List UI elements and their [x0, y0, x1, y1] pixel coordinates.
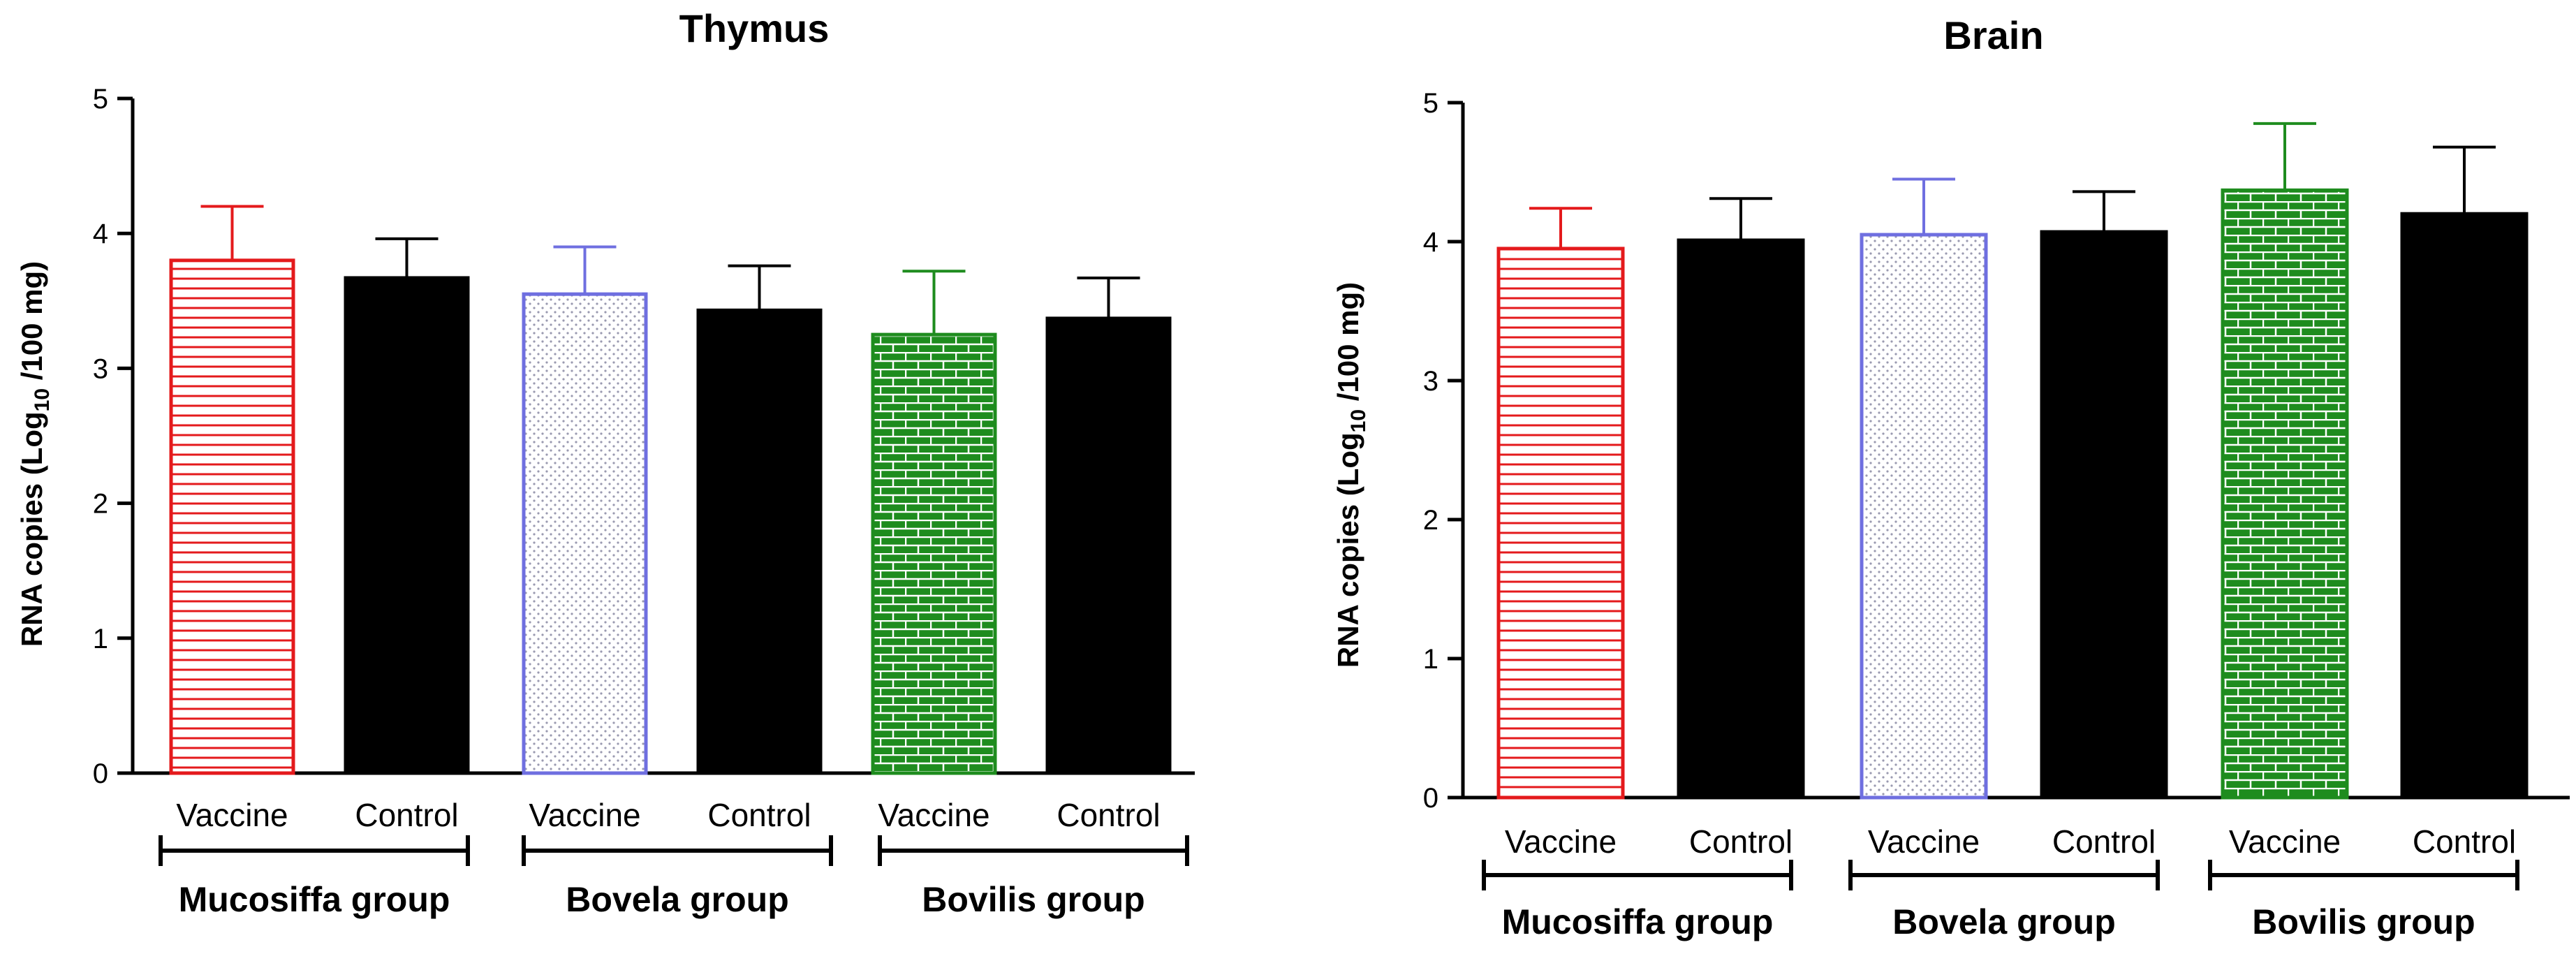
bars [1496, 122, 2529, 800]
chart-title: Thymus [679, 6, 830, 50]
condition-labels: Vaccine Control Vaccine Control Vaccine Contr… [1505, 823, 2516, 860]
bar-group [344, 237, 470, 775]
condition-label: Control [1689, 823, 1793, 860]
bar [1496, 247, 1625, 800]
bar-group [2040, 190, 2168, 800]
bar [1860, 233, 1988, 800]
condition-label: Vaccine [878, 797, 989, 833]
condition-label: Control [2052, 823, 2156, 860]
bar [2400, 212, 2529, 800]
bar-group [1045, 276, 1172, 775]
condition-label: Vaccine [176, 797, 288, 833]
bar-group [1860, 177, 1988, 800]
group-brackets: Mucosiffa group Bovela group Bovilis group [159, 835, 1189, 919]
group-bracket: Mucosiffa group [159, 835, 470, 919]
bar [1045, 316, 1172, 775]
thymus-chart: Thymus RNA copies (Log10 /100 mg) 0 1 2 3 4 5… [15, 6, 1195, 919]
y-ticks: 0 1 2 3 4 5 [1423, 88, 1463, 814]
group-label: Bovela group [1892, 902, 2115, 941]
y-tick-label: 0 [93, 758, 108, 789]
y-tick-label: 5 [1423, 88, 1438, 119]
bar [344, 276, 470, 775]
bar-group [1496, 207, 1625, 800]
condition-label: Vaccine [1505, 823, 1617, 860]
bar [522, 292, 648, 775]
condition-label: Control [2413, 823, 2516, 860]
y-axis-label: RNA copies (Log10 /100 mg) [1332, 282, 1370, 668]
y-axis-label: RNA copies (Log10 /100 mg) [15, 261, 54, 647]
group-bracket: Bovilis group [878, 835, 1189, 919]
bar-group [522, 245, 648, 775]
bar-group [1677, 197, 1805, 800]
y-tick-label: 4 [93, 219, 108, 249]
bar-group [2400, 145, 2529, 800]
condition-label: Vaccine [2229, 823, 2341, 860]
group-bracket: Bovilis group [2208, 860, 2519, 941]
y-tick-label: 1 [93, 624, 108, 654]
bracket-line [1482, 860, 1793, 890]
group-bracket: Mucosiffa group [1482, 860, 1793, 941]
bracket-line [2208, 860, 2519, 890]
bracket-line [878, 835, 1189, 866]
group-bracket: Bovela group [522, 835, 833, 919]
y-axis-label-main: RNA copies (Log [15, 411, 48, 647]
bar [2221, 188, 2349, 800]
group-bracket: Bovela group [1848, 860, 2160, 941]
group-label: Bovela group [566, 880, 788, 919]
y-ticks: 0 1 2 3 4 5 [93, 84, 133, 789]
y-axis-label-suffix: /100 mg) [1332, 282, 1364, 409]
chart-title: Brain [1943, 13, 2043, 57]
bar-group [169, 205, 295, 775]
group-label: Mucosiffa group [179, 880, 450, 919]
condition-labels: Vaccine Control Vaccine Control Vaccine Contr… [176, 797, 1160, 833]
condition-label: Control [355, 797, 458, 833]
y-axis-label-subscript: 10 [1347, 409, 1370, 432]
y-tick-label: 3 [1423, 366, 1438, 397]
bar [1677, 238, 1805, 800]
y-tick-label: 5 [93, 84, 108, 115]
group-label: Bovilis group [2252, 902, 2475, 941]
bars [169, 205, 1172, 775]
condition-label: Control [1057, 797, 1160, 833]
group-label: Bovilis group [922, 880, 1145, 919]
condition-label: Vaccine [1868, 823, 1980, 860]
brain-chart: Brain RNA copies (Log10 /100 mg) 012345 … [1332, 13, 2570, 941]
y-tick-label: 2 [1423, 505, 1438, 536]
y-tick-label: 3 [93, 353, 108, 384]
y-tick-label: 2 [93, 489, 108, 520]
y-tick-label: 4 [1423, 227, 1438, 258]
bar [169, 258, 295, 775]
y-axis-label-suffix: /100 mg) [15, 261, 48, 388]
y-axis-label-subscript: 10 [31, 388, 54, 411]
group-label: Mucosiffa group [1502, 902, 1774, 941]
y-tick-label: 1 [1423, 644, 1438, 675]
y-axis-label-main: RNA copies (Log [1332, 432, 1364, 668]
bar [2040, 230, 2168, 800]
bar-group [696, 264, 823, 775]
group-brackets: Mucosiffa group Bovela group Bovilis group [1482, 860, 2519, 941]
bracket-line [1848, 860, 2160, 890]
bracket-line [159, 835, 470, 866]
bar-group [2221, 122, 2349, 800]
bar [871, 332, 997, 775]
condition-label: Control [707, 797, 811, 833]
y-tick-label: 0 [1423, 783, 1438, 814]
bar-group [871, 270, 997, 775]
bar [696, 308, 823, 775]
condition-label: Vaccine [529, 797, 640, 833]
bracket-line [522, 835, 833, 866]
